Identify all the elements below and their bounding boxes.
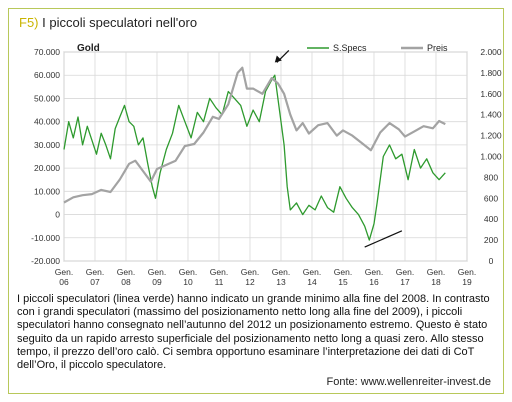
y-right-tick-label: 1.200 bbox=[480, 131, 502, 141]
x-tick-label: Gen. 09 bbox=[148, 267, 166, 287]
plot-area bbox=[63, 51, 468, 262]
legend: S.Specs Preis bbox=[307, 43, 448, 53]
x-tick-label-line: 19 bbox=[462, 277, 472, 287]
series-line-preis bbox=[63, 66, 446, 204]
x-tick-label-line: 14 bbox=[307, 277, 317, 287]
x-tick-label-line: Gen. bbox=[458, 267, 476, 277]
x-tick-label-line: 11 bbox=[215, 277, 224, 287]
figure-number: F5) bbox=[19, 15, 39, 30]
x-tick-label-line: Gen. bbox=[210, 267, 228, 277]
x-tick-label-line: Gen. bbox=[86, 267, 104, 277]
axis-layer: 70.000 60.000 50.000 40.000 30.000 20.000 10.0… bbox=[31, 47, 502, 287]
x-tick-label-line: 07 bbox=[90, 277, 100, 287]
annotation-trend-line bbox=[364, 230, 403, 248]
x-tick-label: Gen. 12 bbox=[241, 267, 259, 287]
x-tick-label-line: 12 bbox=[245, 277, 255, 287]
x-tick-label-line: Gen. bbox=[55, 267, 73, 277]
legend-label: S.Specs bbox=[333, 43, 367, 53]
y-right-tick-label: 2.000 bbox=[480, 47, 502, 57]
y-left-tick-label: 40.000 bbox=[34, 117, 60, 127]
x-tick-label-line: Gen. bbox=[241, 267, 259, 277]
y-right-tick-label: 1.400 bbox=[480, 110, 502, 120]
x-tick-label: Gen. 14 bbox=[303, 267, 321, 287]
x-tick-label-line: Gen. bbox=[179, 267, 197, 277]
x-tick-label-line: 18 bbox=[431, 277, 441, 287]
y-left-tick-label: 20.000 bbox=[34, 163, 60, 173]
x-tick-label: Gen. 17 bbox=[396, 267, 414, 287]
y-left-tick-label: -20.000 bbox=[31, 256, 60, 266]
x-tick-label: Gen. 08 bbox=[117, 267, 135, 287]
y-right-tick-label: 600 bbox=[484, 193, 498, 203]
x-tick-label-line: Gen. bbox=[117, 267, 135, 277]
x-tick-label-line: Gen. bbox=[272, 267, 290, 277]
x-tick-label-line: Gen. bbox=[427, 267, 445, 277]
y-left-tick-label: 10.000 bbox=[34, 186, 60, 196]
legend-label: Preis bbox=[427, 43, 448, 53]
x-tick-label: Gen. 15 bbox=[334, 267, 352, 287]
y-right-tick-label: 0 bbox=[489, 256, 494, 266]
y-right-tick-label: 800 bbox=[484, 172, 498, 182]
x-tick-label: Gen. 11 bbox=[210, 267, 228, 287]
y-left-tick-label: 0 bbox=[55, 210, 60, 220]
x-tick-label-line: 15 bbox=[338, 277, 348, 287]
y-left-tick-label: 50.000 bbox=[34, 93, 60, 103]
x-tick-label-line: 08 bbox=[121, 277, 131, 287]
x-tick-label-line: Gen. bbox=[334, 267, 352, 277]
x-tick-label: Gen. 19 bbox=[458, 267, 476, 287]
figure-header: F5) I piccoli speculatori nell'oro bbox=[19, 15, 197, 30]
chart-title: Gold bbox=[77, 43, 100, 54]
x-tick-label-line: 17 bbox=[400, 277, 410, 287]
x-tick-label: Gen. 18 bbox=[427, 267, 445, 287]
series-line-s-specs bbox=[63, 74, 446, 241]
x-tick-label-line: Gen. bbox=[365, 267, 383, 277]
source-credit: Fonte: www.wellenreiter-invest.de bbox=[326, 376, 491, 388]
x-tick-label-line: Gen. bbox=[148, 267, 166, 277]
y-left-tick-label: -10.000 bbox=[31, 233, 60, 243]
y-right-tick-label: 1.800 bbox=[480, 68, 502, 78]
y-right-tick-label: 1.000 bbox=[480, 152, 502, 162]
x-tick-label-line: 10 bbox=[183, 277, 193, 287]
y-right-tick-label: 200 bbox=[484, 235, 498, 245]
x-tick-label: Gen. 16 bbox=[365, 267, 383, 287]
x-tick-label: Gen. 06 bbox=[55, 267, 73, 287]
y-right-tick-label: 1.600 bbox=[480, 89, 502, 99]
x-tick-label-line: 06 bbox=[59, 277, 69, 287]
y-left-tick-label: 70.000 bbox=[34, 47, 60, 57]
gold-chart: 70.000 60.000 50.000 40.000 30.000 20.000 10.0… bbox=[31, 43, 502, 287]
y-left-tick-label: 60.000 bbox=[34, 70, 60, 80]
x-tick-label-line: 09 bbox=[152, 277, 162, 287]
x-tick-label-line: Gen. bbox=[303, 267, 321, 277]
y-right-tick-label: 400 bbox=[484, 214, 498, 224]
x-tick-label-line: 16 bbox=[369, 277, 379, 287]
x-tick-label: Gen. 10 bbox=[179, 267, 197, 287]
figure-frame: F5) I piccoli speculatori nell'oro 70.00… bbox=[8, 8, 504, 394]
caption-text: I piccoli speculatori (linea verde) hann… bbox=[17, 293, 490, 372]
x-tick-label-line: Gen. bbox=[396, 267, 414, 277]
grid-layer bbox=[63, 51, 468, 262]
x-tick-label: Gen. 07 bbox=[86, 267, 104, 287]
figure-title: I piccoli speculatori nell'oro bbox=[42, 15, 198, 30]
x-tick-label-line: 13 bbox=[276, 277, 286, 287]
y-left-tick-label: 30.000 bbox=[34, 140, 60, 150]
annotation-arrowhead bbox=[274, 55, 282, 63]
x-tick-label: Gen. 13 bbox=[272, 267, 290, 287]
annotation-layer bbox=[274, 49, 403, 248]
series-layer bbox=[63, 66, 446, 241]
